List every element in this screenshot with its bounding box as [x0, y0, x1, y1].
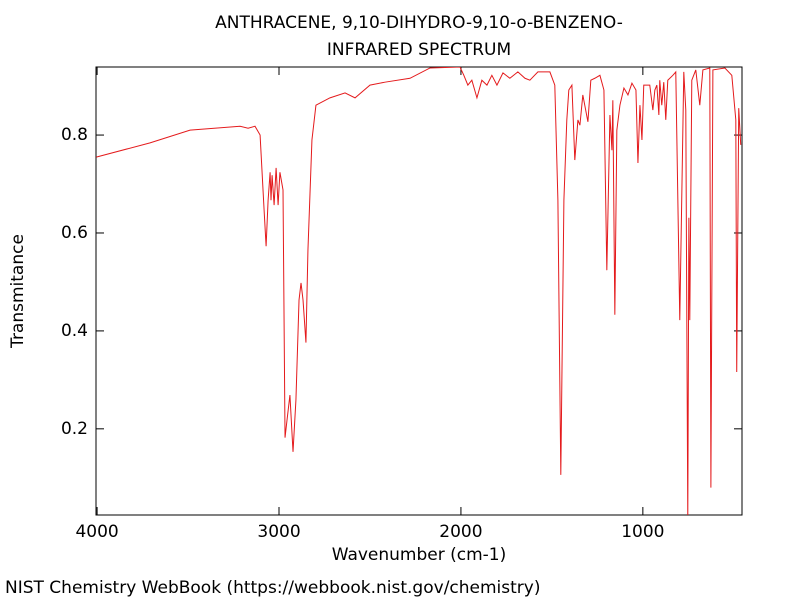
y-tick-label: 0.6 — [61, 223, 88, 243]
y-axis-label: Transmitance — [8, 234, 28, 349]
x-tick-label: 4000 — [75, 522, 118, 542]
x-tick-label: 3000 — [257, 522, 300, 542]
x-tick-label: 2000 — [439, 522, 482, 542]
chart-title: ANTHRACENE, 9,10-DIHYDRO-9,10-o-BENZENO- — [215, 13, 623, 33]
x-axis-label: Wavenumber (cm-1) — [332, 545, 507, 565]
y-tick-label: 0.4 — [61, 321, 88, 341]
y-tick-label: 0.8 — [61, 125, 88, 145]
x-tick-label: 1000 — [621, 522, 664, 542]
plot-frame — [95, 66, 743, 516]
y-tick-label: 0.2 — [61, 419, 88, 439]
spectrum-line — [96, 67, 742, 515]
footer: NIST Chemistry WebBook (https://webbook.… — [5, 578, 540, 598]
chart-subtitle: INFRARED SPECTRUM — [327, 40, 511, 60]
